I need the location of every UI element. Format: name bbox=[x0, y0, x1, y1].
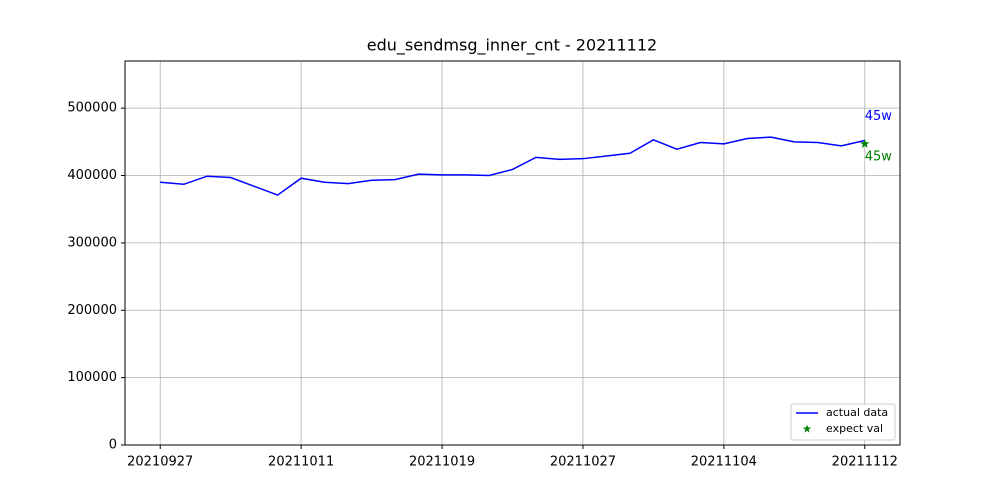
y-tick-label: 500000 bbox=[67, 101, 117, 116]
value-label: 45w bbox=[865, 109, 893, 124]
x-tick-label: 20210927 bbox=[127, 455, 193, 470]
data-line bbox=[160, 136, 865, 196]
x-tick-label: 20211104 bbox=[691, 455, 757, 470]
legend-marker bbox=[802, 424, 812, 433]
x-tick-label: 20211027 bbox=[550, 455, 616, 470]
plot-frame bbox=[124, 60, 901, 446]
x-tick-label: 20211011 bbox=[268, 455, 334, 470]
y-tick-label: 400000 bbox=[67, 168, 117, 183]
y-tick-label: 200000 bbox=[67, 303, 117, 318]
y-tick-label: 0 bbox=[109, 438, 117, 453]
y-tick-label: 300000 bbox=[67, 235, 117, 250]
x-tick-label: 20211019 bbox=[409, 455, 475, 470]
chart-title: edu_sendmsg_inner_cnt - 20211112 bbox=[367, 36, 657, 56]
legend-label: expect val bbox=[826, 422, 883, 435]
y-tick-label: 100000 bbox=[67, 370, 117, 385]
data-point bbox=[860, 138, 870, 148]
x-tick-label: 20211112 bbox=[832, 455, 898, 470]
legend-label: actual data bbox=[826, 406, 888, 419]
value-label: 45w bbox=[865, 149, 893, 164]
